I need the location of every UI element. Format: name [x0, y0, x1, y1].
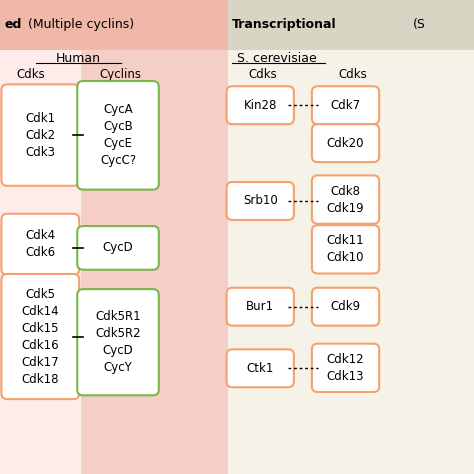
Text: Cdk5R1
Cdk5R2
CycD
CycY: Cdk5R1 Cdk5R2 CycD CycY [95, 310, 141, 374]
FancyBboxPatch shape [312, 124, 379, 162]
FancyBboxPatch shape [1, 214, 79, 275]
FancyBboxPatch shape [77, 226, 159, 270]
FancyBboxPatch shape [227, 86, 294, 124]
Text: Cdk20: Cdk20 [327, 137, 365, 150]
FancyBboxPatch shape [312, 86, 379, 124]
Text: CycA
CycB
CycE
CycC?: CycA CycB CycE CycC? [100, 103, 136, 167]
Text: Ctk1: Ctk1 [246, 362, 274, 375]
Text: Cdk12
Cdk13: Cdk12 Cdk13 [327, 353, 365, 383]
Text: Cdk5
Cdk14
Cdk15
Cdk16
Cdk17
Cdk18: Cdk5 Cdk14 Cdk15 Cdk16 Cdk17 Cdk18 [21, 288, 59, 385]
Text: Cdk8
Cdk19: Cdk8 Cdk19 [327, 184, 365, 215]
Text: Cdk1
Cdk2
Cdk3: Cdk1 Cdk2 Cdk3 [25, 111, 55, 159]
Text: Cdks: Cdks [339, 68, 367, 82]
Text: Cdks: Cdks [249, 68, 277, 82]
Bar [0, 0, 228, 50]
FancyBboxPatch shape [227, 182, 294, 220]
Text: Srb10: Srb10 [243, 194, 278, 208]
FancyBboxPatch shape [312, 175, 379, 224]
FancyBboxPatch shape [227, 349, 294, 387]
Text: CycD: CycD [103, 241, 133, 255]
Text: Kin28: Kin28 [244, 99, 277, 112]
Text: Cdk11
Cdk10: Cdk11 Cdk10 [327, 234, 365, 264]
FancyBboxPatch shape [312, 225, 379, 273]
Text: Cyclins: Cyclins [100, 68, 142, 82]
Text: Bur1: Bur1 [246, 300, 274, 313]
FancyBboxPatch shape [312, 344, 379, 392]
Bar [0, 0, 228, 474]
FancyBboxPatch shape [227, 288, 294, 326]
FancyBboxPatch shape [1, 84, 79, 186]
Bar [228, 0, 474, 50]
Text: ed: ed [5, 18, 22, 31]
Text: S. cerevisiae: S. cerevisiae [237, 52, 317, 65]
FancyBboxPatch shape [1, 274, 79, 399]
Text: Cdk9: Cdk9 [330, 300, 361, 313]
Text: Human: Human [56, 52, 100, 65]
Text: Cdk7: Cdk7 [330, 99, 361, 112]
FancyBboxPatch shape [77, 289, 159, 395]
Text: Transcriptional: Transcriptional [232, 18, 337, 31]
Bar [228, 0, 474, 474]
FancyBboxPatch shape [312, 288, 379, 326]
Text: (S: (S [412, 18, 425, 31]
Text: Cdks: Cdks [17, 68, 45, 82]
Bar [81, 0, 228, 474]
Text: (Multiple cyclins): (Multiple cyclins) [28, 18, 135, 31]
Text: Cdk4
Cdk6: Cdk4 Cdk6 [25, 229, 55, 259]
FancyBboxPatch shape [77, 81, 159, 190]
